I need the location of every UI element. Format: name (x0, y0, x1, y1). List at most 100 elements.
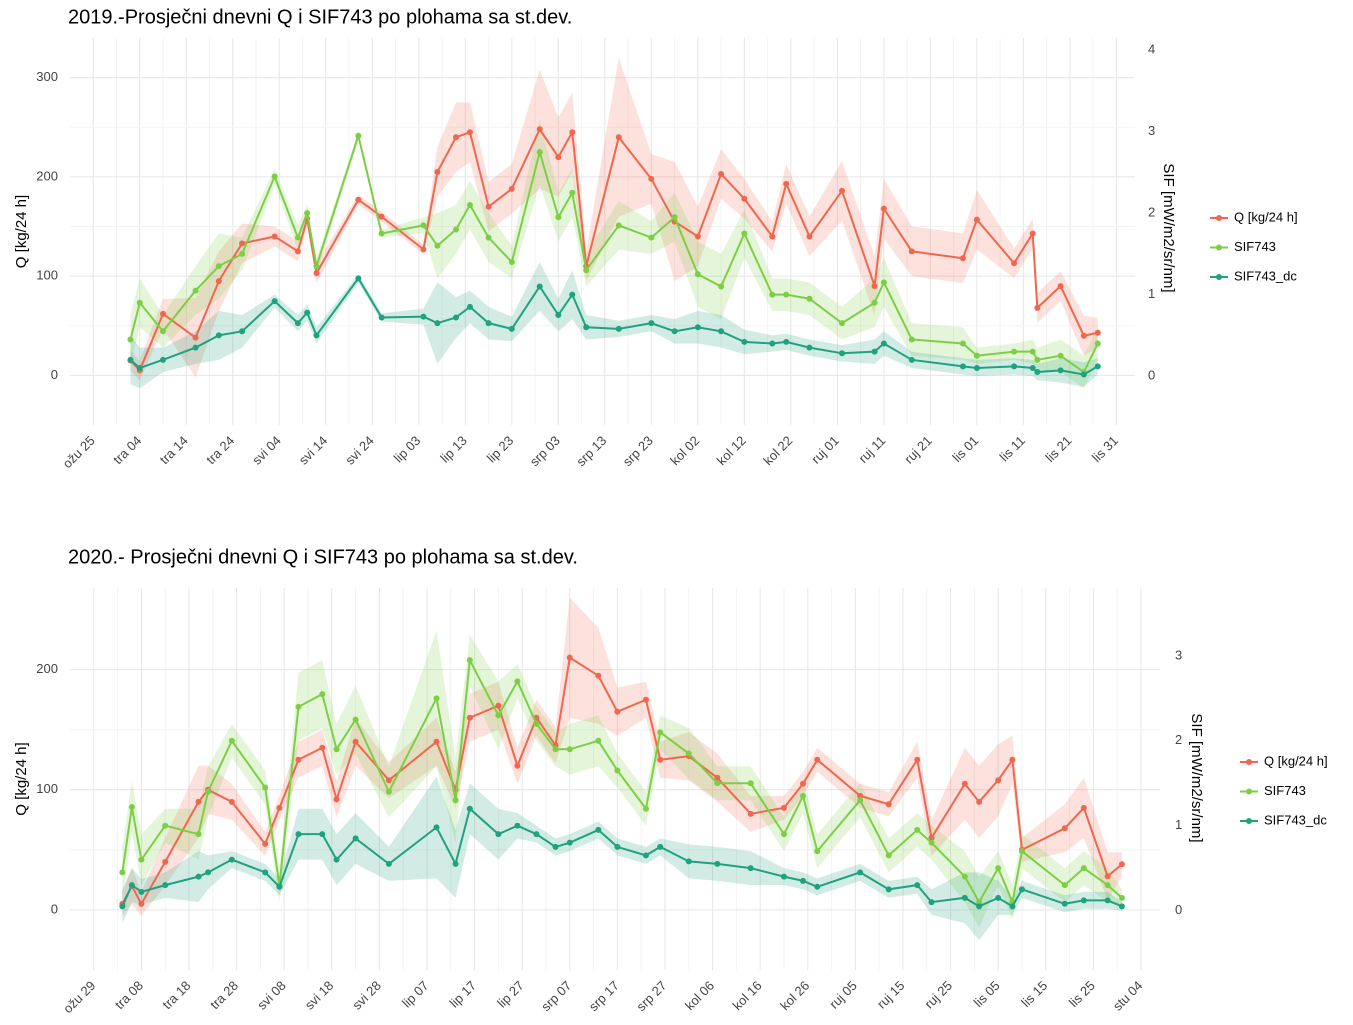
data-point (304, 210, 311, 217)
data-point (880, 340, 887, 347)
data-point (839, 350, 846, 357)
data-point (466, 303, 473, 310)
data-point (642, 852, 649, 859)
data-point (128, 882, 135, 889)
data-point (642, 805, 649, 812)
data-point (648, 234, 655, 241)
data-point (914, 882, 921, 889)
data-point (136, 364, 143, 371)
x-tick-label: lis 31 (1089, 433, 1121, 465)
data-point (995, 894, 1002, 901)
data-point (806, 295, 813, 302)
data-point (294, 248, 301, 255)
x-tick-label: lis 05 (971, 978, 1003, 1010)
x-tick-label: srp 23 (620, 433, 656, 469)
sd-ribbon (130, 262, 1098, 389)
data-point (885, 801, 892, 808)
data-point (162, 858, 169, 865)
data-point (1061, 900, 1068, 907)
data-point (1094, 329, 1101, 336)
data-point (385, 777, 392, 784)
data-point (995, 865, 1002, 872)
x-tick-label: lis 15 (1018, 978, 1050, 1010)
x-tick-label: lis 01 (949, 433, 981, 465)
data-point (1018, 886, 1025, 893)
data-point (313, 263, 320, 270)
data-point (657, 729, 664, 736)
data-point (536, 283, 543, 290)
data-point (514, 822, 521, 829)
data-point (138, 900, 145, 907)
y-tick-label: 300 (36, 69, 58, 84)
x-tick-label: lip 17 (447, 978, 480, 1011)
legend-label: SIF743_dc (1264, 812, 1327, 827)
data-point (614, 708, 621, 715)
data-point (378, 213, 385, 220)
data-point (718, 283, 725, 290)
data-point (228, 798, 235, 805)
y2-tick-label: 3 (1148, 123, 1155, 138)
data-point (871, 348, 878, 355)
x-tick-label: kol 02 (667, 433, 702, 468)
legend-label: SIF743 (1264, 783, 1306, 798)
data-point (614, 843, 621, 850)
data-point (976, 899, 983, 906)
data-point (769, 340, 776, 347)
data-point (1118, 894, 1125, 901)
y-tick-label: 0 (51, 367, 58, 382)
data-point (160, 356, 167, 363)
data-point (741, 230, 748, 237)
data-point (192, 344, 199, 351)
legend-label: Q [kg/24 h] (1234, 209, 1298, 224)
data-point (1104, 897, 1111, 904)
data-point (552, 746, 559, 753)
data-point (352, 738, 359, 745)
data-point (239, 250, 246, 257)
x-tick-label: lis 21 (1042, 433, 1074, 465)
data-point (959, 255, 966, 262)
y-axis-title: Q [kg/24 h] (13, 195, 30, 268)
data-point (119, 903, 126, 910)
data-point (276, 804, 283, 811)
data-point (800, 792, 807, 799)
data-point (295, 756, 302, 763)
data-point (420, 313, 427, 320)
y-axis-title: Q [kg/24 h] (13, 742, 30, 815)
x-tick-label: tra 04 (110, 433, 144, 467)
y2-tick-label: 0 (1175, 902, 1182, 917)
x-tick-label: ruj 15 (874, 978, 908, 1012)
data-point (160, 328, 167, 335)
data-point (595, 826, 602, 833)
data-point (433, 738, 440, 745)
legend-dot (1246, 759, 1252, 765)
data-point (160, 310, 167, 317)
data-point (1104, 873, 1111, 880)
data-point (583, 267, 590, 274)
data-point (514, 762, 521, 769)
data-point (352, 835, 359, 842)
data-point (195, 831, 202, 838)
data-point (239, 240, 246, 247)
data-point (195, 873, 202, 880)
data-point (555, 214, 562, 221)
x-tick-label: kol 16 (730, 978, 765, 1013)
data-point (1018, 848, 1025, 855)
data-point (508, 185, 515, 192)
y-tick-label: 200 (36, 168, 58, 183)
data-point (495, 712, 502, 719)
data-point (857, 869, 864, 876)
legend-dot (1246, 818, 1252, 824)
data-point (961, 873, 968, 880)
x-tick-label: lip 27 (494, 978, 527, 1011)
data-point (271, 173, 278, 180)
data-point (294, 320, 301, 327)
data-point (333, 746, 340, 753)
data-point (1029, 364, 1036, 371)
data-point (452, 797, 459, 804)
x-tick-label: srp 13 (573, 433, 609, 469)
data-point (1011, 260, 1018, 267)
x-tick-label: srp 07 (538, 978, 574, 1014)
x-tick-label: srp 27 (633, 978, 669, 1014)
data-point (657, 843, 664, 850)
x-tick-label: kol 06 (682, 978, 717, 1013)
